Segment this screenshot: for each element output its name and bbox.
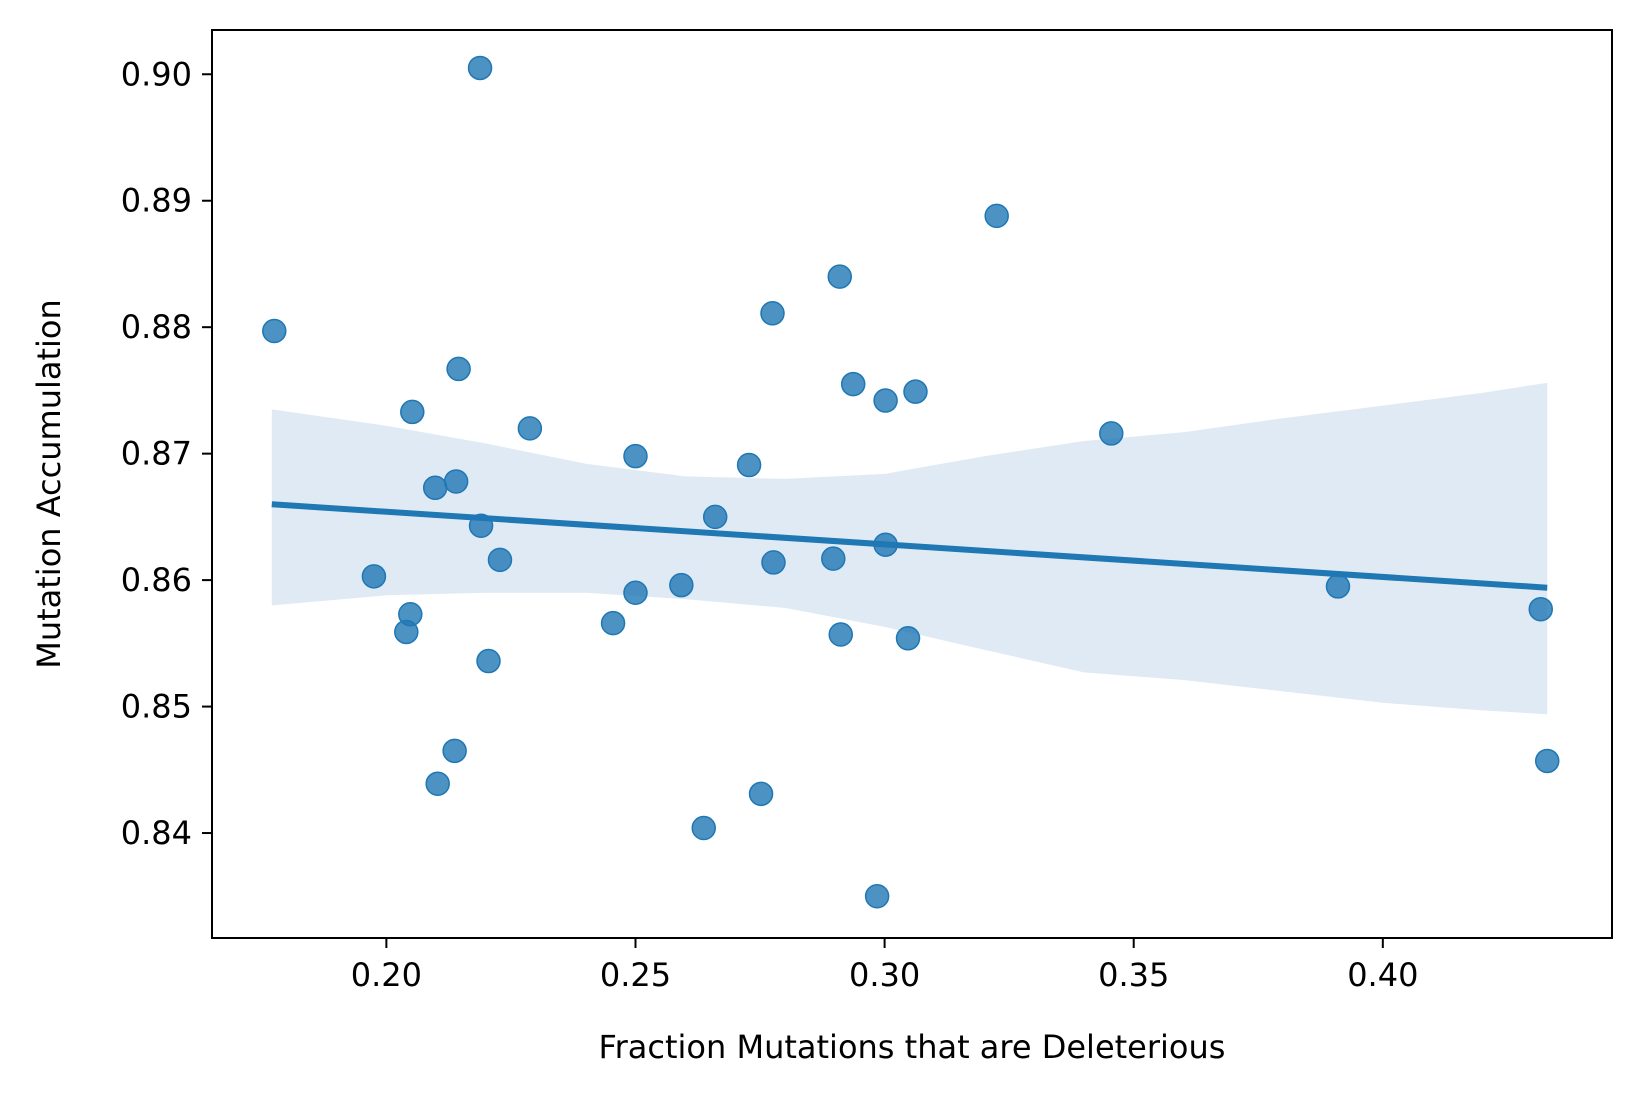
data-point bbox=[873, 388, 898, 413]
data-point bbox=[398, 602, 423, 627]
data-point bbox=[1099, 421, 1124, 446]
data-point bbox=[748, 781, 774, 807]
data-point bbox=[262, 318, 287, 344]
data-point bbox=[442, 738, 467, 764]
data-point bbox=[468, 513, 494, 538]
data-point bbox=[821, 546, 846, 571]
data-point bbox=[864, 884, 890, 909]
data-point bbox=[736, 452, 762, 478]
data-point bbox=[425, 771, 450, 796]
x-axis-title: Fraction Mutations that are Deleterious bbox=[599, 1028, 1226, 1066]
x-axis-ticks: 0.20 0.25 0.30 0.35 0.40 bbox=[351, 938, 1418, 994]
data-point bbox=[476, 648, 501, 674]
y-tick-label: 0.90 bbox=[121, 55, 192, 93]
y-tick-label: 0.88 bbox=[121, 308, 192, 346]
data-point bbox=[400, 399, 425, 425]
data-point bbox=[361, 564, 387, 589]
x-tick-label: 0.25 bbox=[600, 956, 671, 994]
y-tick-label: 0.86 bbox=[121, 561, 192, 599]
data-point bbox=[487, 547, 513, 573]
y-axis-title: Mutation Accumulation bbox=[30, 299, 68, 669]
data-point bbox=[517, 416, 543, 441]
data-point bbox=[446, 356, 471, 382]
plot-frame bbox=[211, 29, 1613, 939]
data-point bbox=[443, 469, 469, 494]
x-tick-label: 0.20 bbox=[351, 956, 422, 994]
y-tick-label: 0.87 bbox=[121, 435, 192, 473]
data-point bbox=[828, 622, 854, 647]
data-points-layer bbox=[262, 55, 1560, 909]
data-point bbox=[691, 815, 716, 841]
data-point bbox=[903, 379, 928, 404]
y-axis-ticks: 0.84 0.85 0.86 0.87 0.88 0.89 0.90 bbox=[121, 55, 212, 852]
data-point bbox=[873, 532, 898, 557]
data-point bbox=[760, 301, 785, 326]
data-point bbox=[1534, 748, 1560, 774]
x-tick-label: 0.35 bbox=[1098, 956, 1169, 994]
data-point bbox=[761, 550, 786, 575]
data-point bbox=[623, 580, 648, 606]
data-point bbox=[827, 264, 853, 289]
data-point bbox=[669, 572, 694, 598]
data-point bbox=[984, 203, 1009, 229]
data-point bbox=[1325, 574, 1351, 599]
data-point bbox=[895, 626, 921, 651]
x-tick-label: 0.30 bbox=[849, 956, 920, 994]
data-point bbox=[422, 475, 448, 501]
x-tick-label: 0.40 bbox=[1347, 956, 1418, 994]
data-point bbox=[600, 610, 626, 636]
data-point bbox=[467, 55, 493, 81]
data-point bbox=[840, 371, 866, 397]
data-point bbox=[623, 443, 648, 469]
data-point bbox=[702, 504, 728, 530]
y-tick-label: 0.89 bbox=[121, 182, 192, 220]
y-tick-label: 0.84 bbox=[121, 814, 192, 852]
data-point bbox=[1528, 596, 1554, 622]
y-tick-label: 0.85 bbox=[121, 688, 192, 726]
